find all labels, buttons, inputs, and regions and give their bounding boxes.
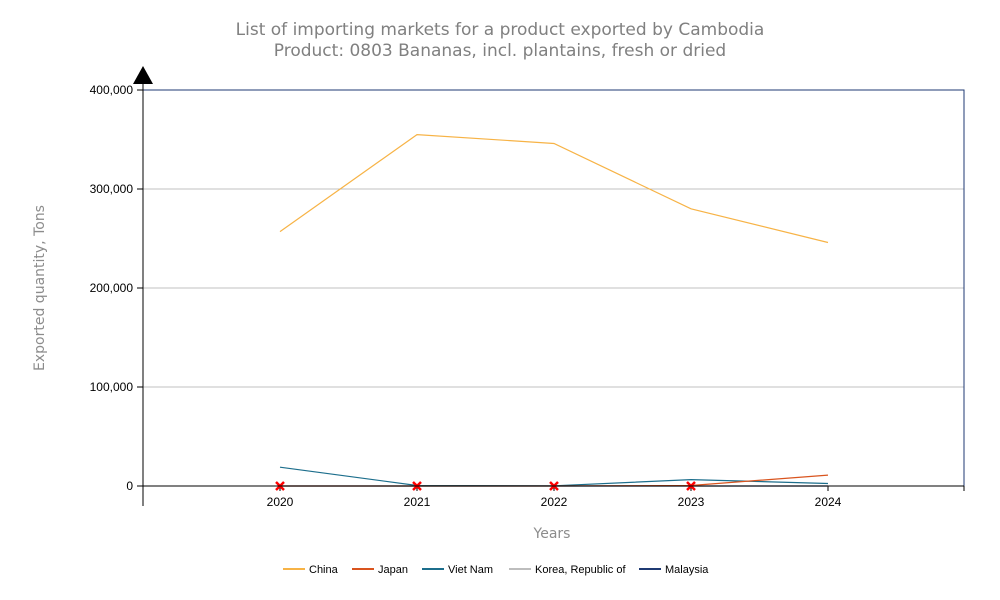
x-axis-title: Years	[533, 526, 571, 542]
series-line-china	[279, 133, 829, 244]
legend-label: Viet Nam	[448, 564, 493, 576]
x-tick-label: 2022	[541, 495, 568, 509]
legend-item: Japan	[352, 564, 408, 576]
x-tick-label: 2021	[404, 495, 431, 509]
legend-item: China	[283, 564, 339, 576]
legend-label: China	[309, 564, 339, 576]
y-tick-label: 100,000	[90, 380, 134, 394]
legend-label: Malaysia	[665, 564, 709, 576]
chart-title: List of importing markets for a product …	[236, 20, 765, 40]
y-axis-ticks: 0 100,000 200,000 300,000 400,000	[90, 83, 143, 493]
x-tick-label: 2020	[267, 495, 294, 509]
x-tick-label: 2024	[815, 495, 842, 509]
gridlines	[143, 89, 964, 388]
chart-subtitle: Product: 0803 Bananas, incl. plantains, …	[274, 41, 726, 61]
y-tick-label: 400,000	[90, 83, 134, 97]
y-axis-arrow	[133, 66, 153, 84]
series-lines	[279, 133, 829, 487]
legend-item: Malaysia	[639, 564, 709, 576]
x-axis-ticks: 2020 2021 2022 2023 2024	[267, 486, 965, 509]
x-tick-label: 2023	[678, 495, 705, 509]
y-tick-label: 300,000	[90, 182, 134, 196]
legend-label: Korea, Republic of	[535, 564, 626, 576]
legend: China Japan Viet Nam Korea, Republic of Mala…	[283, 564, 709, 576]
y-axis-title: Exported quantity, Tons	[32, 205, 48, 371]
y-tick-label: 200,000	[90, 281, 134, 295]
series-line-viet-nam	[279, 466, 829, 487]
legend-item: Korea, Republic of	[509, 564, 626, 576]
y-tick-label: 0	[126, 479, 133, 493]
legend-item: Viet Nam	[422, 564, 493, 576]
legend-label: Japan	[378, 564, 408, 576]
